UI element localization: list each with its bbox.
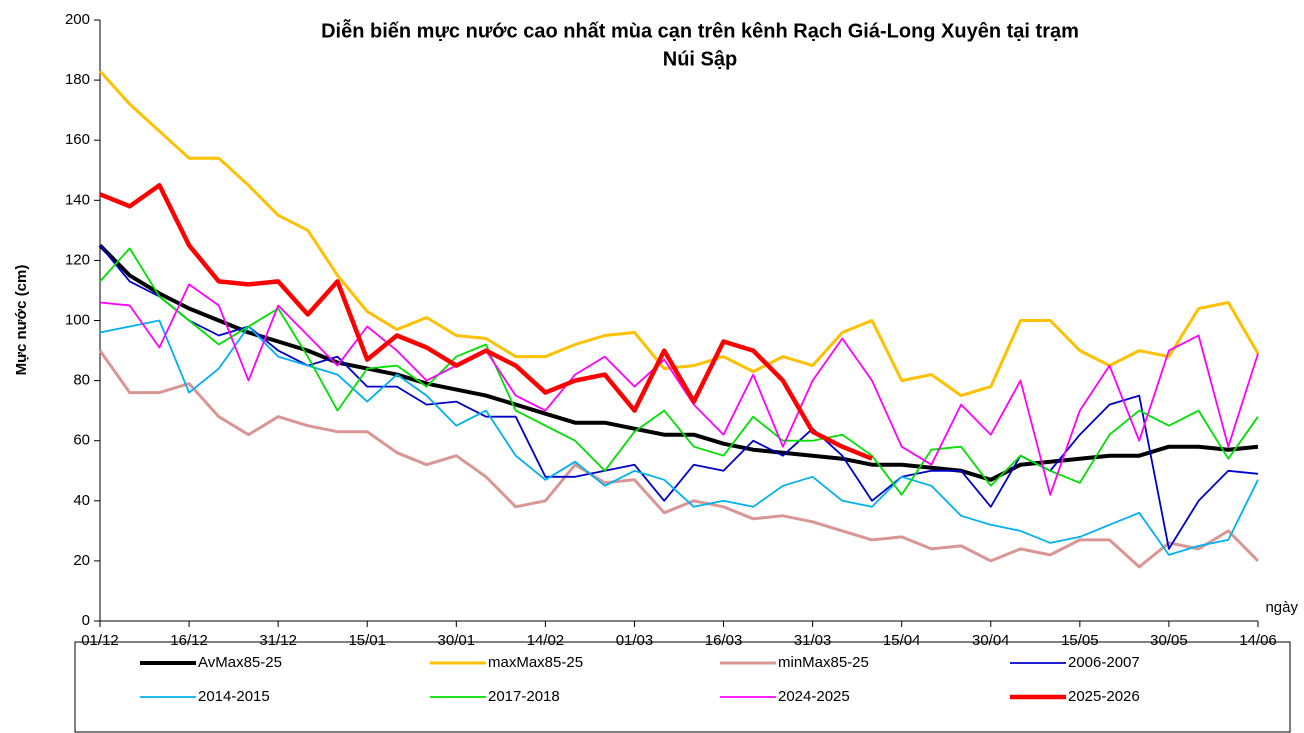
y-tick-label: 120 (65, 251, 90, 268)
y-tick-label: 20 (73, 552, 90, 569)
x-tick-label: 01/03 (616, 632, 654, 649)
legend-label: AvMax85-25 (198, 654, 282, 671)
x-tick-label: 14/02 (527, 632, 565, 649)
legend-label: 2017-2018 (488, 688, 560, 705)
chart-title: Diễn biến mực nước cao nhất mùa cạn trên… (321, 18, 1079, 42)
x-tick-label: 31/12 (259, 632, 297, 649)
legend-label: 2006-2007 (1068, 654, 1140, 671)
legend-label: 2014-2015 (198, 688, 270, 705)
series-line (98, 70, 1260, 398)
x-tick-label: 31/03 (794, 632, 832, 649)
y-tick-label: 200 (65, 11, 90, 28)
legend-box (74, 641, 1291, 733)
y-axis-title: Mực nước (cm) (13, 265, 30, 376)
series-line (98, 243, 1259, 482)
x-tick-label: 30/01 (438, 632, 476, 649)
x-axis-title: ngày (1265, 599, 1298, 616)
x-tick-label: 01/12 (81, 632, 119, 649)
y-tick-label: 180 (65, 71, 90, 88)
series-line (98, 349, 1260, 569)
legend-label: 2025-2026 (1068, 688, 1140, 705)
x-tick-label: 16/03 (705, 632, 743, 649)
chart-title: Núi Sập (663, 48, 737, 70)
x-tick-label: 30/04 (972, 632, 1010, 649)
legend-label: 2024-2025 (778, 688, 850, 705)
x-tick-label: 15/05 (1061, 632, 1099, 649)
x-tick-label: 30/05 (1150, 632, 1188, 649)
x-tick-label: 15/04 (883, 632, 921, 649)
y-tick-label: 100 (65, 311, 90, 328)
series-line (99, 183, 873, 461)
x-tick-label: 16/12 (170, 632, 208, 649)
y-tick-label: 160 (65, 131, 90, 148)
x-tick-label: 14/06 (1239, 632, 1277, 649)
y-tick-label: 60 (73, 432, 90, 449)
legend-label: minMax85-25 (778, 654, 869, 671)
y-tick-label: 80 (73, 372, 90, 389)
series-line (99, 247, 1259, 496)
series-line (99, 283, 1259, 496)
y-tick-label: 0 (82, 612, 90, 629)
y-tick-label: 140 (65, 191, 90, 208)
legend-label: maxMax85-25 (488, 654, 583, 671)
series-line (99, 319, 1259, 556)
x-tick-label: 15/01 (348, 632, 386, 649)
y-tick-label: 40 (73, 492, 90, 509)
series-line (99, 244, 1259, 550)
